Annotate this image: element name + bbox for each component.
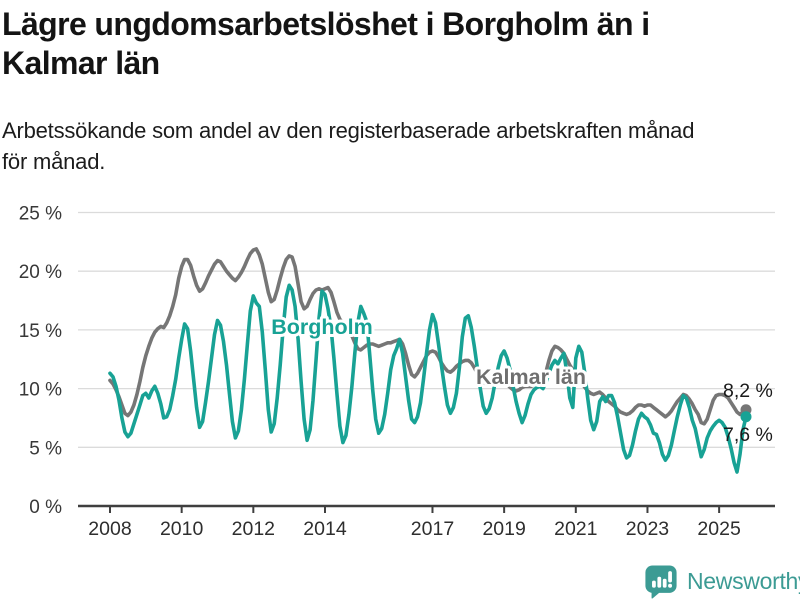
series-line-borgholm [108,283,748,474]
y-axis-tick-label: 5 % [29,438,62,459]
end-value-label: 8,2 % [723,380,773,402]
x-axis-tick-label: 2014 [303,518,347,540]
y-axis-tick-label: 0 % [29,497,62,518]
end-value-label: 7,6 % [723,424,773,446]
y-axis-tick-label: 10 % [19,380,62,401]
x-axis-tick-label: 2021 [554,518,597,540]
x-axis-tick-label: 2017 [411,518,454,540]
y-axis-tick-label: 20 % [19,262,62,283]
y-axis-tick-label: 15 % [19,321,62,342]
y-axis-tick-label: 25 % [19,204,62,225]
series-end-dot-borgholm [740,411,752,423]
newsworthy-logo[interactable]: Newsworthy [644,564,800,600]
series-label: Kalmar län [476,365,586,389]
title-line-1: Lägre ungdomsarbetslöshet i Borgholm än … [2,6,650,42]
brand-name: Newsworthy [687,567,800,594]
page-title: Lägre ungdomsarbetslöshet i Borgholm än … [2,5,762,83]
x-axis-tick-label: 2023 [626,518,669,540]
newsworthy-speech-bubble-bar-chart-icon [645,565,677,599]
title-line-2: Kalmar län [2,45,160,81]
chart-subtitle: Arbetssökande som andel av den registerb… [2,115,792,177]
subtitle-line-1: Arbetssökande som andel av den registerb… [2,118,695,143]
x-axis-tick-label: 2012 [232,518,275,540]
x-axis-tick-label: 2019 [482,518,525,540]
x-axis-tick-label: 2008 [88,518,131,540]
x-axis-tick-label: 2025 [697,518,741,540]
subtitle-line-2: för månad. [2,149,106,174]
series-label: Borgholm [271,315,373,339]
x-axis-tick-label: 2010 [160,518,204,540]
